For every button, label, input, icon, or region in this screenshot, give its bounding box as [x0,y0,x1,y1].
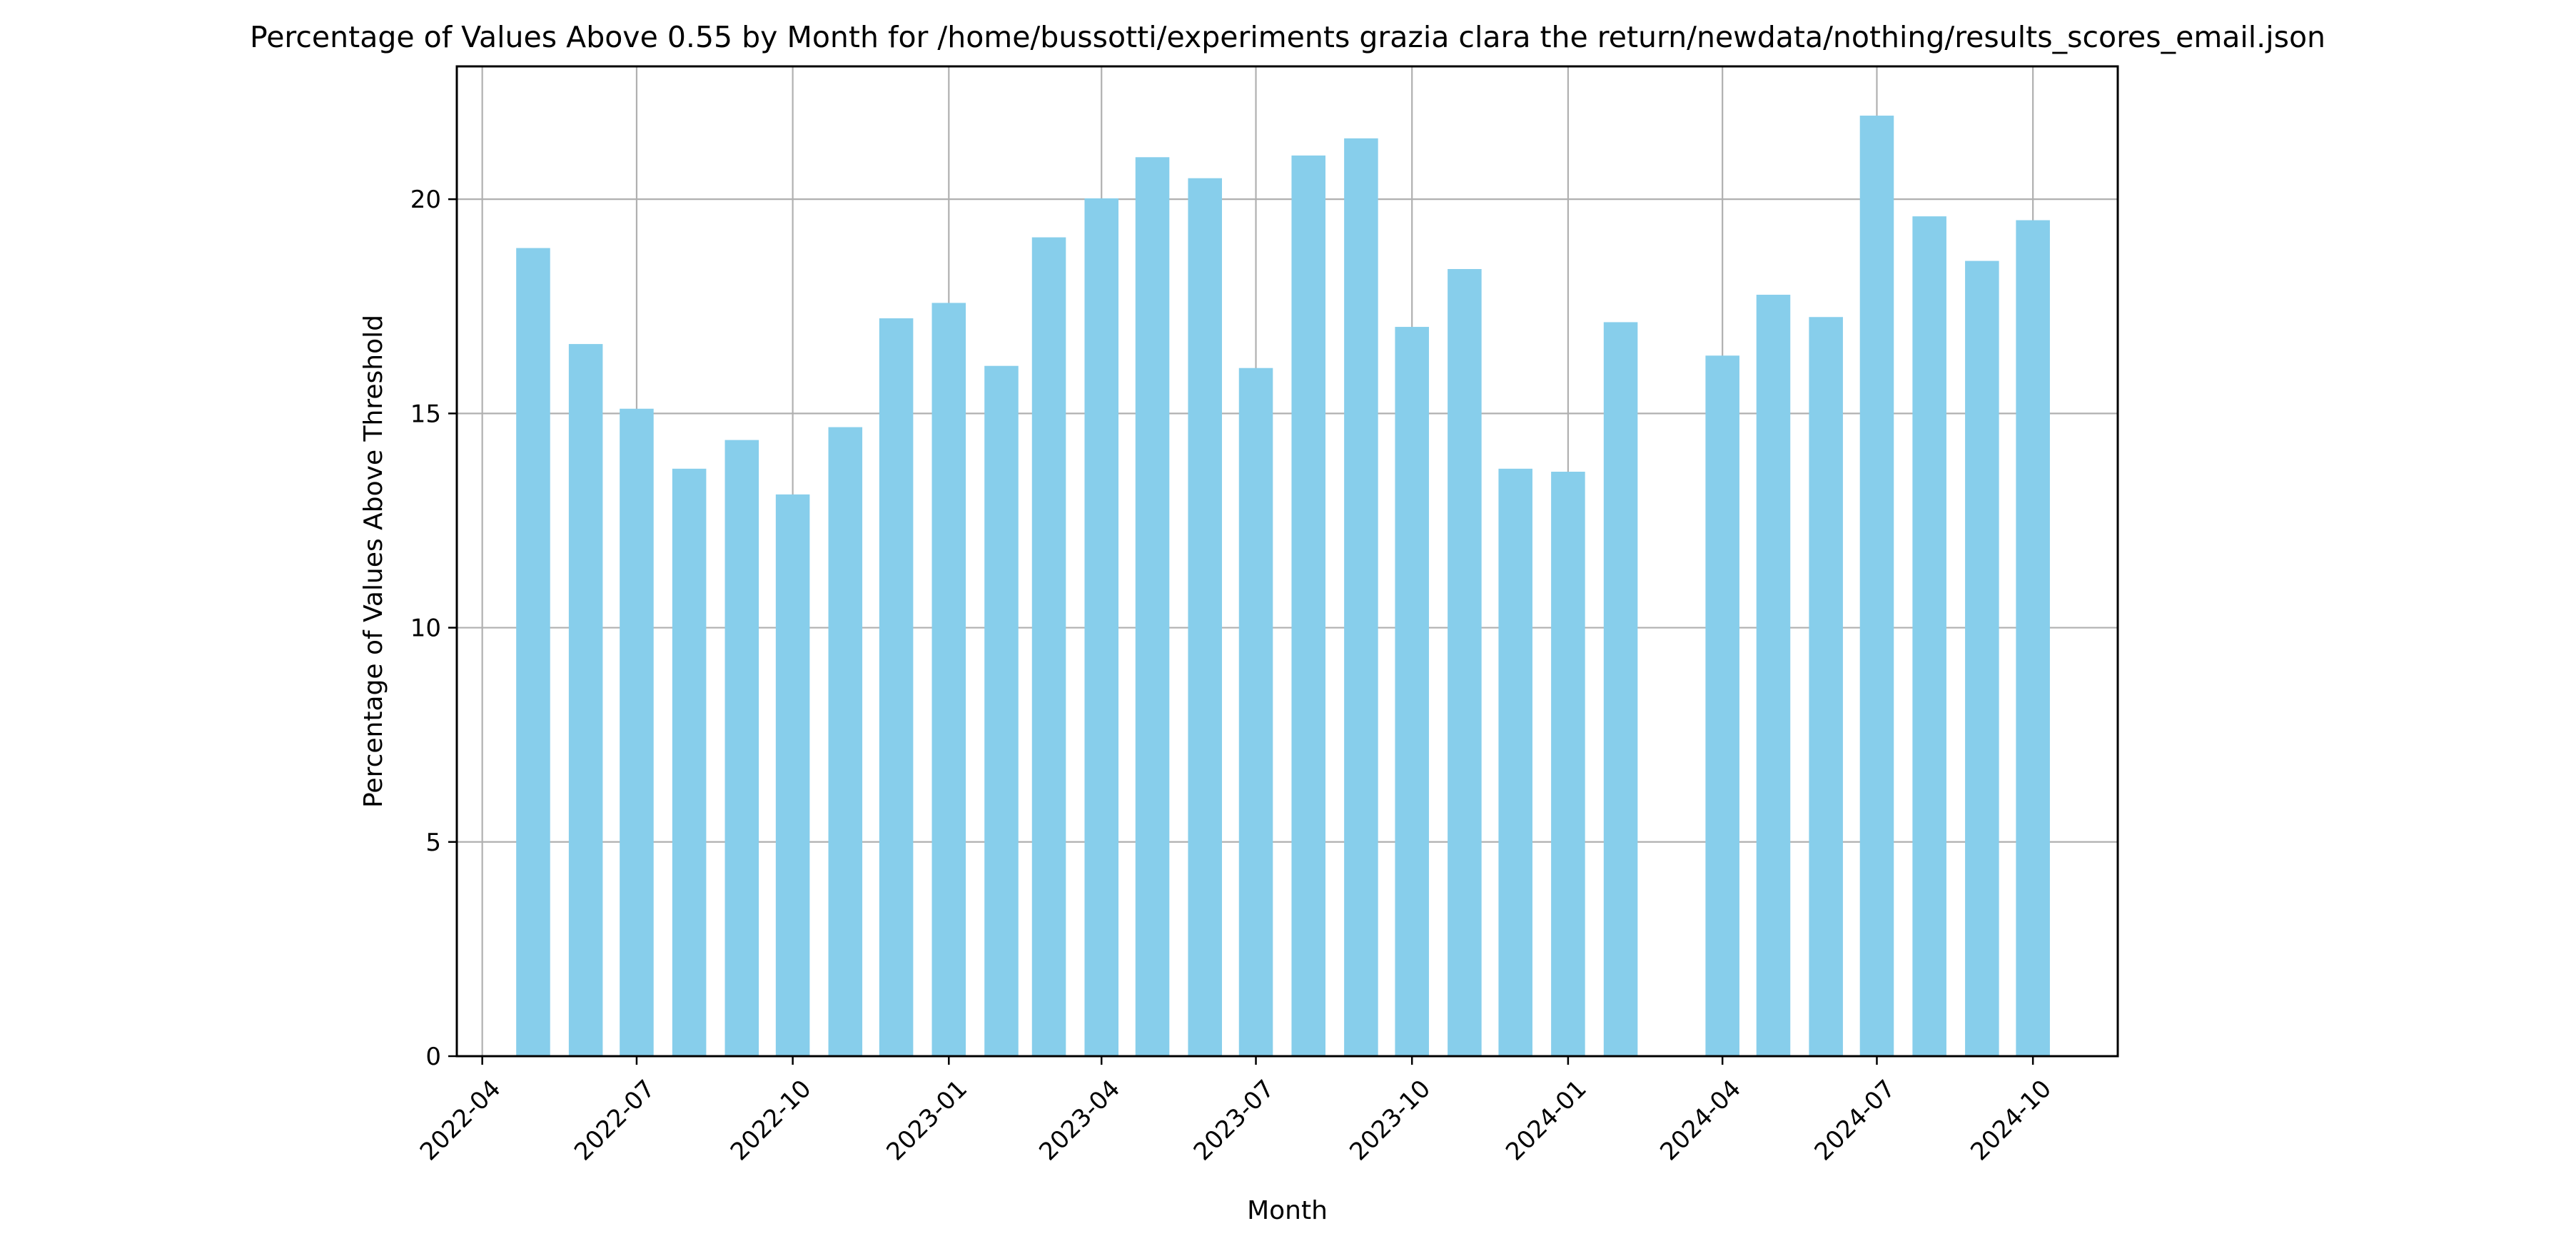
bar [1031,237,1066,1056]
y-axis-label: Percentage of Values Above Threshold [359,315,388,808]
bar [1965,260,1999,1056]
bar [828,427,863,1056]
bar [516,248,550,1057]
y-tick-label: 10 [410,614,441,643]
bar [775,494,810,1056]
bar [931,303,966,1056]
x-axis-label: Month [1247,1196,1328,1225]
y-tick-label: 0 [425,1043,441,1071]
bar [1395,327,1429,1056]
bar [1705,355,1739,1056]
bar [1551,472,1585,1056]
bar [1603,322,1638,1056]
bar [1084,198,1118,1056]
bar [1859,116,1894,1056]
y-tick-label: 5 [425,829,441,857]
bar [1912,216,1946,1057]
bar [672,468,707,1056]
bar [1188,178,1222,1056]
bar [1291,155,1325,1057]
bar [1756,295,1791,1056]
bar [1344,138,1378,1057]
bar [2016,220,2050,1056]
chart-title: Percentage of Values Above 0.55 by Month… [250,20,2325,54]
bar [984,365,1019,1056]
bar [1238,368,1273,1056]
bar [1809,317,1843,1057]
bar [1135,157,1170,1057]
bar [724,440,759,1056]
bar [1498,468,1532,1056]
plot-frame [455,65,2119,1058]
bar [879,318,914,1056]
y-tick-label: 20 [410,186,441,214]
bar [620,408,654,1056]
bars [516,116,2050,1057]
bar [568,344,603,1056]
bar [1448,269,1482,1056]
y-tick-label: 15 [410,400,441,428]
